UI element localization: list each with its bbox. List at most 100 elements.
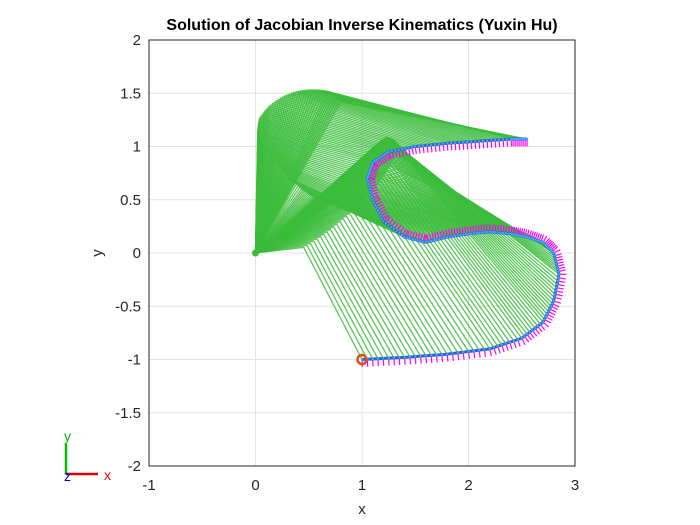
path-point — [475, 231, 478, 235]
arm-configuration — [254, 89, 496, 254]
path-point — [440, 353, 444, 356]
path-point — [370, 193, 373, 196]
path-point — [483, 231, 486, 234]
path-point — [545, 313, 549, 316]
path-point — [443, 236, 446, 239]
path-point — [384, 221, 388, 225]
path-point — [382, 219, 385, 223]
triad-z-label: z — [64, 468, 71, 484]
path-point — [375, 158, 378, 162]
path-point — [406, 236, 409, 239]
path-layer — [360, 137, 561, 361]
path-point — [467, 232, 470, 236]
chart-title: Solution of Jacobian Inverse Kinematics … — [166, 17, 557, 34]
path-point — [453, 141, 457, 144]
arm-configuration — [255, 242, 374, 360]
path-point — [398, 356, 401, 359]
arm-configuration — [255, 235, 390, 359]
x-tick-label: 3 — [571, 477, 579, 494]
path-point — [456, 351, 460, 355]
path-point — [527, 236, 531, 239]
path-point — [555, 283, 559, 286]
path-point — [435, 238, 438, 241]
path-point — [367, 173, 370, 176]
path-point — [379, 214, 382, 217]
arm-configuration — [254, 90, 468, 254]
path-point — [461, 141, 465, 144]
path-point — [525, 137, 529, 141]
path-point — [414, 145, 417, 148]
path-point — [549, 305, 553, 308]
arm-configuration — [254, 89, 500, 254]
path-point — [390, 225, 393, 229]
arm-configuration — [254, 89, 484, 254]
path-point — [407, 146, 410, 150]
path-point — [446, 235, 449, 239]
path-point — [504, 342, 507, 345]
path-point — [371, 198, 374, 201]
path-point — [507, 232, 510, 235]
path-point — [477, 348, 481, 352]
path-point — [379, 155, 382, 159]
path-point — [533, 327, 537, 330]
path-point — [509, 232, 513, 236]
path-point — [555, 265, 559, 268]
y-tick-label: 0 — [133, 245, 141, 262]
path-point — [408, 355, 412, 359]
path-point — [392, 227, 396, 231]
x-tick-label: 2 — [464, 477, 472, 494]
path-point — [501, 231, 505, 235]
path-point — [376, 209, 380, 212]
path-point — [511, 233, 515, 236]
path-point — [485, 230, 489, 234]
path-point — [427, 240, 430, 243]
path-point — [539, 240, 543, 243]
path-point — [390, 149, 394, 153]
path-point — [369, 190, 372, 193]
path-point — [430, 239, 433, 243]
path-point — [461, 233, 465, 236]
y-tick-label: 1.5 — [120, 85, 141, 102]
path-point — [449, 141, 453, 145]
path-point — [385, 151, 388, 155]
path-point — [377, 157, 380, 160]
path-point — [548, 307, 551, 311]
path-point — [541, 241, 545, 244]
path-point — [516, 338, 519, 341]
path-point — [499, 231, 502, 234]
path-point — [414, 238, 417, 241]
markers — [252, 249, 368, 366]
path-point — [373, 159, 376, 163]
path-point — [552, 299, 555, 303]
path-point — [419, 354, 422, 358]
path-point — [360, 358, 364, 361]
path-point — [485, 139, 489, 142]
path-point — [472, 349, 476, 353]
path-point — [523, 335, 526, 338]
path-point — [366, 175, 370, 178]
path-point — [536, 325, 539, 328]
arm-configuration — [254, 89, 472, 254]
path-point — [497, 138, 501, 142]
path-point — [515, 233, 519, 237]
path-point — [521, 235, 525, 238]
path-point — [551, 302, 554, 305]
path-point — [418, 144, 421, 148]
y-tick-label: -2 — [128, 458, 141, 475]
path-point — [509, 137, 513, 141]
path-point — [517, 234, 521, 237]
path-point — [403, 356, 406, 359]
y-tick-label: -1.5 — [115, 405, 141, 422]
path-point — [453, 234, 457, 238]
path-point — [381, 154, 384, 158]
arm-configuration — [254, 89, 492, 254]
path-point — [517, 137, 521, 141]
path-point — [366, 179, 370, 183]
path-point — [378, 211, 381, 215]
path-point — [376, 357, 380, 360]
x-tick-labels: -1 0 1 2 3 — [142, 477, 579, 494]
path-point — [489, 139, 493, 142]
arm-configuration — [254, 89, 480, 254]
arm-configuration — [254, 93, 452, 254]
